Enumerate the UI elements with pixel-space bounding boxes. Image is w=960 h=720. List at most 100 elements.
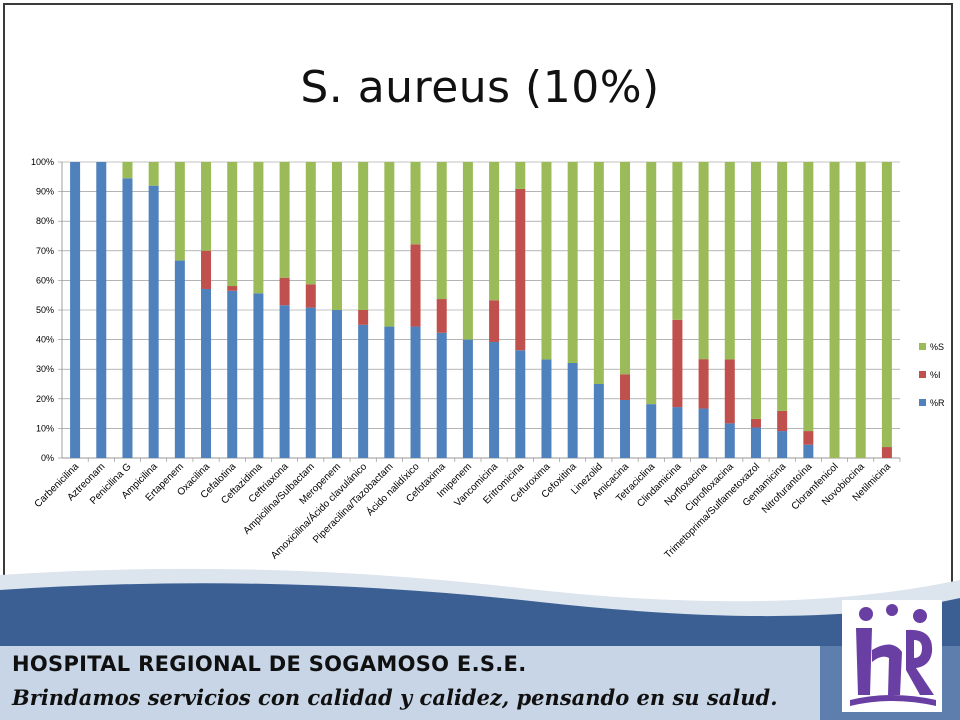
bar-segment (436, 162, 447, 300)
bar-segment (881, 447, 892, 458)
bar-segment (358, 310, 369, 325)
bar-segment (672, 407, 683, 458)
bar-segment (489, 341, 500, 458)
footer-wave (0, 568, 960, 720)
bar-segment (515, 350, 526, 458)
bar-segment (253, 293, 264, 458)
bar-segment (750, 418, 761, 428)
bar-segment (803, 431, 814, 445)
bar-segment (279, 277, 290, 306)
bar-segment (410, 326, 421, 458)
bar-segment (489, 162, 500, 301)
bar-segment (724, 423, 735, 458)
bar-segment (881, 162, 892, 448)
bar-segment (750, 427, 761, 458)
slide-title: S. aureus (10%) (300, 62, 660, 113)
bar-segment (593, 384, 604, 458)
bar-segment (855, 162, 866, 458)
legend-swatch (919, 399, 926, 406)
bar-segment (201, 250, 212, 289)
bar-segment (305, 307, 316, 458)
legend-label: %S (930, 342, 944, 352)
bar-segment (174, 260, 185, 458)
bar-segment (724, 162, 735, 360)
hospital-name: HOSPITAL REGIONAL DE SOGAMOSO E.S.E. (12, 652, 527, 676)
bar-segment (436, 332, 447, 458)
bar-segment (331, 310, 342, 458)
y-tick-label: 60% (36, 275, 54, 285)
bar-segment (384, 162, 395, 327)
bar-segment (698, 408, 709, 458)
bar-segment (174, 162, 185, 261)
bar-segment (410, 244, 421, 327)
y-tick-label: 90% (36, 187, 54, 197)
bar-segment (253, 162, 264, 294)
legend-label: %R (930, 398, 945, 408)
bar-segment (358, 324, 369, 458)
y-tick-label: 100% (31, 157, 54, 167)
bar-segment (201, 288, 212, 458)
bar-segment (777, 431, 788, 458)
bar-segment (803, 162, 814, 432)
bar-segment (70, 162, 81, 458)
y-tick-label: 20% (36, 394, 54, 404)
bar-segment (593, 162, 604, 384)
bar-segment (148, 185, 159, 458)
bar-segment (462, 162, 473, 340)
bar-segment (96, 162, 107, 458)
hospital-logo-icon (842, 600, 942, 712)
bar-segment (620, 374, 631, 400)
legend-swatch (919, 371, 926, 378)
bar-segment (305, 162, 316, 285)
y-tick-label: 0% (41, 453, 54, 463)
hospital-slogan: Brindamos servicios con calidad y calide… (12, 685, 778, 710)
bar-segment (305, 284, 316, 308)
bar-segment (489, 300, 500, 342)
bar-segment (803, 444, 814, 458)
bar-segment (515, 162, 526, 189)
bar-segment (122, 178, 133, 458)
bar-segment (148, 162, 159, 186)
bar-segment (122, 162, 133, 179)
chart: 0%10%20%30%40%50%60%70%80%90%100%Carbeni… (31, 157, 945, 561)
y-tick-label: 30% (36, 364, 54, 374)
bar-segment (698, 359, 709, 409)
bar-segment (227, 162, 238, 287)
bar-segment (698, 162, 709, 360)
y-tick-label: 40% (36, 335, 54, 345)
bar-segment (515, 188, 526, 351)
bar-segment (750, 162, 761, 419)
y-tick-label: 80% (36, 216, 54, 226)
bar-segment (620, 399, 631, 458)
bar-segment (227, 290, 238, 458)
bar-segment (567, 362, 578, 458)
y-tick-label: 50% (36, 305, 54, 315)
bar-segment (384, 326, 395, 458)
bar-segment (279, 162, 290, 278)
bar-segment (829, 162, 840, 458)
bar-segment (331, 162, 342, 310)
legend-label: %I (930, 370, 941, 380)
footer-banner: HOSPITAL REGIONAL DE SOGAMOSO E.S.E. Bri… (0, 560, 960, 720)
bar-segment (541, 359, 552, 458)
bar-segment (567, 162, 578, 363)
bar-segment (436, 299, 447, 333)
bar-segment (672, 162, 683, 320)
bar-segment (279, 305, 290, 458)
y-tick-label: 70% (36, 246, 54, 256)
bar-segment (777, 410, 788, 432)
bar-segment (724, 359, 735, 424)
bar-segment (646, 404, 657, 458)
bar-segment (227, 286, 238, 291)
legend-swatch (919, 343, 926, 350)
bar-segment (646, 162, 657, 405)
bar-segment (410, 162, 421, 245)
bar-segment (777, 162, 788, 411)
y-tick-label: 10% (36, 423, 54, 433)
bar-segment (620, 162, 631, 375)
bar-segment (201, 162, 212, 251)
bar-segment (358, 162, 369, 310)
bar-segment (541, 162, 552, 360)
bar-segment (672, 319, 683, 408)
